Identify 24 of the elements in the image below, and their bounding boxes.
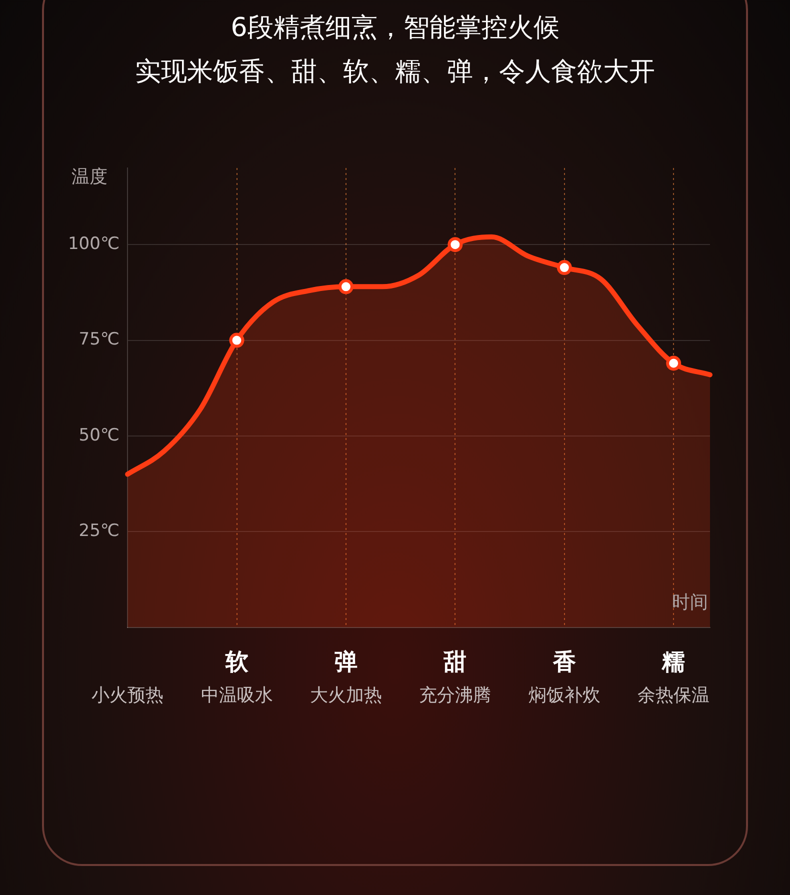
x-tick-label: 充分沸腾	[419, 684, 492, 706]
x-tick-label: 余热保温	[638, 684, 710, 706]
chart-title: 6段精煮细烹，智能掌控火候	[230, 12, 560, 45]
y-tick-label: 75℃	[78, 330, 120, 350]
point	[556, 260, 572, 276]
chart-subtitle: 实现米饭香、甜、软、糯、弹，令人食欲大开	[134, 56, 656, 89]
y-tick-label: 50℃	[78, 425, 120, 446]
x-tick-label: 小火预热	[92, 684, 164, 706]
point	[448, 237, 463, 252]
x-tick-label: 焖饭补炊	[528, 684, 600, 706]
y-tick-label: 100℃	[68, 234, 120, 254]
x-tick-label: 大火加热	[310, 684, 382, 706]
point	[666, 356, 682, 371]
text: 软	[224, 649, 248, 676]
text: 香	[552, 649, 576, 676]
text: 甜	[442, 649, 467, 676]
x-tick-label: 中温吸水	[200, 684, 273, 706]
x-axis-title: 时间	[672, 592, 708, 614]
point	[338, 279, 354, 294]
y-tick-label: 25℃	[78, 521, 120, 542]
text: 糯	[661, 649, 686, 676]
y-axis-title: 温度	[72, 166, 108, 188]
text: 弹	[334, 649, 358, 676]
point	[229, 332, 244, 348]
